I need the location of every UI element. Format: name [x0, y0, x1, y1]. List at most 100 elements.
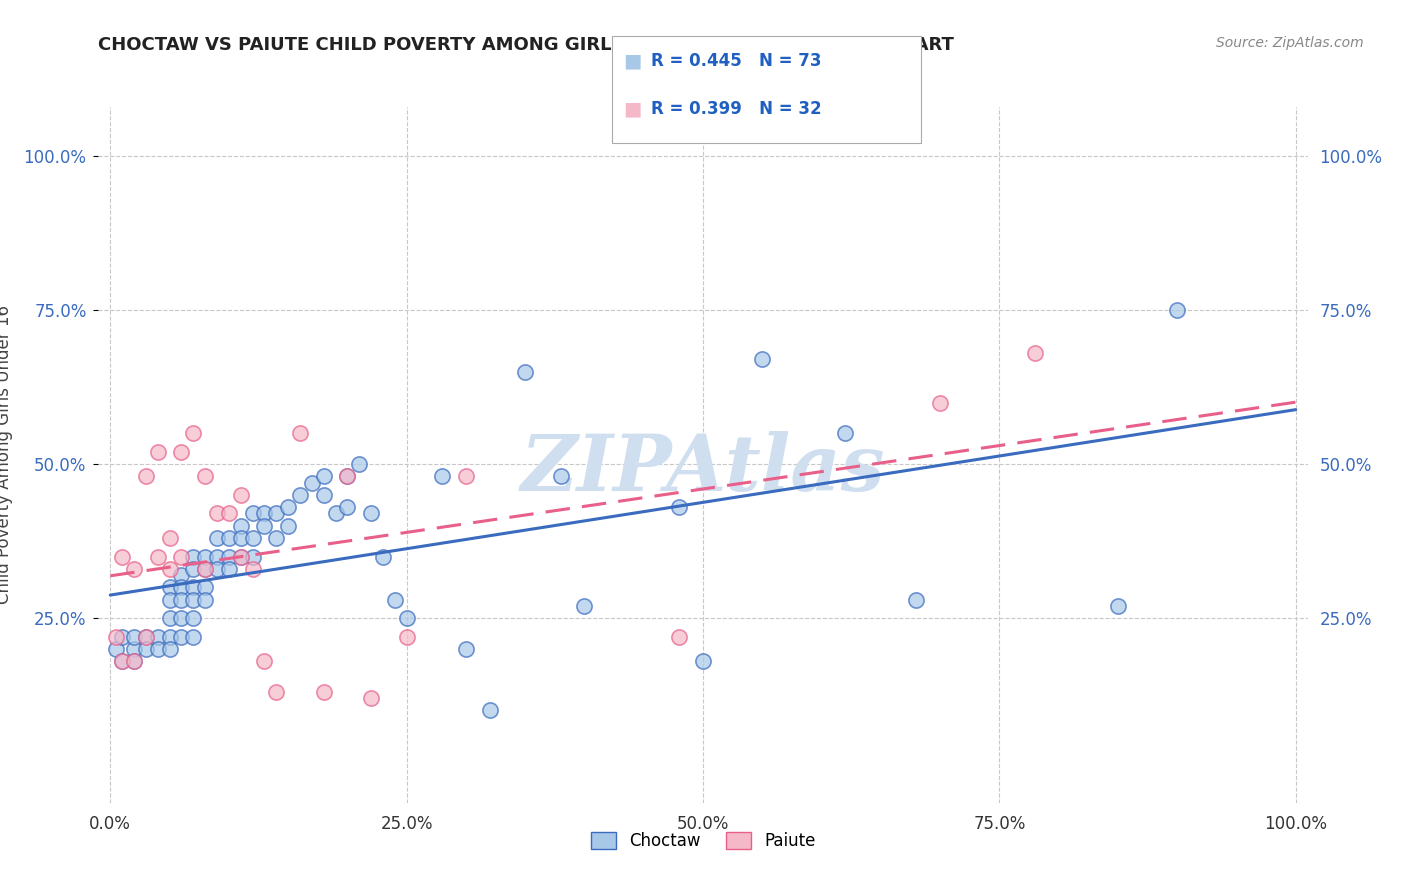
Point — [288, 426, 311, 441]
Point — [181, 611, 204, 625]
Point — [312, 469, 335, 483]
Point — [929, 395, 952, 409]
Point — [550, 469, 572, 483]
Text: CHOCTAW VS PAIUTE CHILD POVERTY AMONG GIRLS UNDER 16 CORRELATION CHART: CHOCTAW VS PAIUTE CHILD POVERTY AMONG GI… — [98, 36, 955, 54]
Point — [122, 641, 145, 656]
Point — [277, 518, 299, 533]
Point — [111, 549, 134, 564]
Point — [170, 445, 193, 459]
Point — [170, 611, 193, 625]
Point — [159, 611, 181, 625]
Point — [181, 580, 204, 594]
Point — [122, 630, 145, 644]
Point — [159, 592, 181, 607]
Point — [111, 654, 134, 668]
Point — [194, 549, 217, 564]
Point — [205, 549, 228, 564]
Point — [205, 531, 228, 545]
Point — [264, 685, 287, 699]
Point — [205, 562, 228, 576]
Point — [668, 500, 690, 515]
Point — [159, 580, 181, 594]
Point — [122, 562, 145, 576]
Point — [181, 562, 204, 576]
Point — [194, 562, 217, 576]
Point — [146, 549, 169, 564]
Point — [312, 685, 335, 699]
Point — [384, 592, 406, 607]
Text: Source: ZipAtlas.com: Source: ZipAtlas.com — [1216, 36, 1364, 50]
Point — [264, 531, 287, 545]
Point — [336, 500, 359, 515]
Point — [834, 426, 856, 441]
Point — [347, 457, 370, 471]
Point — [312, 488, 335, 502]
Point — [1166, 303, 1188, 318]
Point — [478, 703, 501, 717]
Point — [181, 592, 204, 607]
Point — [692, 654, 714, 668]
Point — [105, 641, 128, 656]
Point — [336, 469, 359, 483]
Point — [146, 445, 169, 459]
Point — [170, 630, 193, 644]
Point — [288, 488, 311, 502]
Point — [181, 630, 204, 644]
Point — [432, 469, 454, 483]
Y-axis label: Child Poverty Among Girls Under 16: Child Poverty Among Girls Under 16 — [0, 305, 13, 605]
Point — [170, 549, 193, 564]
Point — [253, 507, 276, 521]
Point — [277, 500, 299, 515]
Point — [122, 654, 145, 668]
Point — [1024, 346, 1046, 360]
Point — [218, 562, 240, 576]
Point — [253, 518, 276, 533]
Point — [360, 691, 382, 706]
Text: ■: ■ — [623, 52, 641, 70]
Point — [336, 469, 359, 483]
Point — [242, 549, 264, 564]
Point — [454, 641, 477, 656]
Point — [668, 630, 690, 644]
Legend: Choctaw, Paiute: Choctaw, Paiute — [583, 826, 823, 857]
Point — [751, 352, 773, 367]
Point — [229, 531, 252, 545]
Point — [135, 630, 157, 644]
Point — [218, 549, 240, 564]
Point — [159, 641, 181, 656]
Point — [242, 507, 264, 521]
Point — [454, 469, 477, 483]
Point — [159, 562, 181, 576]
Point — [194, 469, 217, 483]
Point — [111, 654, 134, 668]
Point — [242, 531, 264, 545]
Point — [253, 654, 276, 668]
Point — [242, 562, 264, 576]
Point — [218, 531, 240, 545]
Point — [194, 580, 217, 594]
Point — [1107, 599, 1129, 613]
Point — [905, 592, 928, 607]
Point — [205, 507, 228, 521]
Text: ■: ■ — [623, 100, 641, 119]
Point — [301, 475, 323, 490]
Point — [371, 549, 394, 564]
Point — [105, 630, 128, 644]
Point — [325, 507, 347, 521]
Point — [181, 549, 204, 564]
Point — [194, 592, 217, 607]
Point — [159, 630, 181, 644]
Point — [264, 507, 287, 521]
Point — [229, 518, 252, 533]
Point — [360, 507, 382, 521]
Point — [146, 630, 169, 644]
Point — [122, 654, 145, 668]
Point — [146, 641, 169, 656]
Point — [229, 549, 252, 564]
Point — [170, 592, 193, 607]
Text: R = 0.445   N = 73: R = 0.445 N = 73 — [651, 52, 821, 70]
Text: ZIPAtlas: ZIPAtlas — [520, 431, 886, 507]
Point — [229, 488, 252, 502]
Point — [194, 562, 217, 576]
Point — [218, 507, 240, 521]
